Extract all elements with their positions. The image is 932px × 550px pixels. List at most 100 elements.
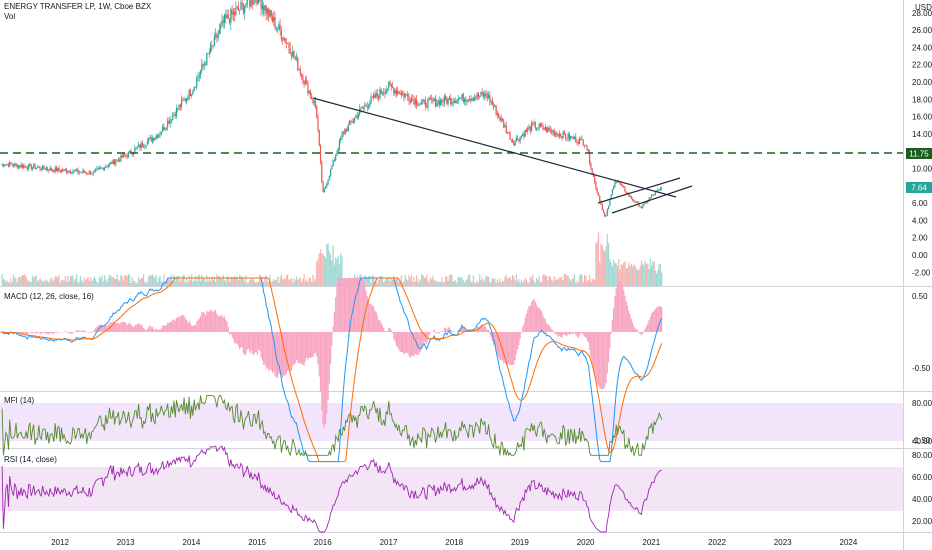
- macd-hist-bar: [350, 278, 352, 332]
- macd-hist-bar: [101, 324, 103, 332]
- volume-bar: [558, 277, 560, 286]
- macd-hist-bar: [534, 301, 536, 332]
- candle-body: [354, 117, 356, 121]
- macd-hist-bar: [391, 332, 394, 334]
- volume-bar: [528, 282, 530, 286]
- candle-body: [375, 93, 377, 99]
- candle-body: [522, 133, 524, 136]
- price-tick: 0.00: [912, 251, 928, 260]
- volume-bar: [273, 278, 275, 286]
- candle-body: [331, 166, 333, 170]
- volume-bar: [15, 278, 17, 286]
- macd-hist-bar: [494, 332, 496, 347]
- macd-hist-bar: [59, 332, 61, 333]
- volume-bar: [4, 279, 6, 286]
- macd-hist-bar: [359, 278, 361, 332]
- volume-bar: [485, 275, 487, 286]
- candle-body: [628, 193, 630, 197]
- candle-body: [45, 168, 47, 170]
- macd-hist-bar: [242, 332, 245, 354]
- volume-bar: [86, 278, 88, 286]
- volume-bar: [390, 277, 392, 286]
- volume-bar: [437, 280, 439, 286]
- volume-bar: [246, 282, 248, 286]
- volume-bar: [88, 280, 90, 286]
- candle-body: [452, 101, 454, 103]
- candle-body: [578, 138, 581, 144]
- volume-bar: [202, 277, 204, 286]
- candle-body: [505, 125, 507, 133]
- candle-body: [313, 101, 315, 103]
- macd-hist-bar: [52, 332, 54, 334]
- volume-bar: [184, 282, 186, 286]
- macd-hist-bar: [178, 315, 180, 332]
- volume-bar: [21, 274, 23, 286]
- macd-hist-bar: [223, 316, 226, 332]
- year-tick: 2016: [314, 538, 332, 547]
- candle-body: [23, 165, 25, 168]
- trendline[interactable]: [312, 97, 677, 198]
- volume-bar: [659, 264, 661, 286]
- macd-hist-bar: [221, 314, 223, 332]
- volume-bar: [196, 281, 198, 286]
- candle-body: [563, 131, 565, 135]
- candle-body: [632, 199, 634, 201]
- candle-body: [76, 169, 78, 171]
- candle-body: [203, 64, 205, 66]
- price-axis[interactable]: 30.0028.0026.0024.0022.0020.0018.0016.00…: [912, 0, 932, 526]
- candle-body: [12, 165, 15, 167]
- macd-hist-bar: [203, 312, 205, 332]
- macd-hist-bar: [260, 332, 262, 358]
- candle-body: [97, 168, 99, 169]
- volume-bar: [326, 244, 328, 286]
- macd-hist-bar: [300, 332, 303, 364]
- macd-hist-bar: [120, 322, 122, 332]
- candle-body: [254, 0, 256, 3]
- macd-hist-bar: [642, 332, 644, 334]
- year-tick: 2012: [51, 538, 69, 547]
- candle-body: [241, 2, 243, 4]
- candle-body: [499, 116, 501, 121]
- macd-hist-bar: [645, 326, 648, 332]
- macd-hist-bar: [578, 332, 581, 336]
- volume-bar: [159, 275, 161, 286]
- macd-hist-bar: [280, 332, 282, 377]
- candle-body: [309, 91, 312, 97]
- macd-hist-bar: [278, 332, 280, 374]
- candle-body: [29, 164, 31, 166]
- candle-body: [515, 138, 517, 142]
- candle-body: [474, 97, 476, 101]
- candle-body: [548, 127, 550, 131]
- volume-bar: [514, 280, 516, 286]
- candle-body: [562, 131, 564, 139]
- candle-body: [542, 125, 544, 130]
- volume-bar: [48, 282, 50, 286]
- volume-bar: [112, 276, 114, 286]
- macd-hist-bar: [139, 325, 141, 332]
- candle-body: [34, 164, 36, 169]
- channel-lower[interactable]: [611, 185, 693, 214]
- volume-bar: [20, 277, 22, 286]
- time-axis[interactable]: 2012 2013 2014 2015 2016 2017 2018 2019 2020 2021…: [51, 538, 858, 547]
- macd-hist-bar: [409, 332, 411, 358]
- candle-body: [333, 160, 336, 161]
- candle-body: [629, 195, 631, 197]
- macd-hist-bar: [129, 322, 131, 332]
- macd-hist-bar: [76, 329, 78, 332]
- macd-hist-bar: [288, 332, 290, 370]
- volume-bar: [245, 275, 247, 286]
- volume-bar: [409, 277, 411, 286]
- macd-hist-bar: [237, 332, 240, 347]
- candle-body: [165, 127, 167, 129]
- macd-hist-bar: [269, 332, 271, 369]
- candle-body: [279, 24, 281, 31]
- volume-bar: [490, 281, 492, 286]
- macd-hist-bar: [165, 325, 167, 332]
- volume-bar: [193, 280, 195, 286]
- candle-body: [289, 47, 291, 54]
- channel-upper[interactable]: [597, 177, 681, 204]
- macd-hist-bar: [638, 332, 640, 333]
- volume-bar: [455, 280, 457, 286]
- volume-bar: [164, 281, 166, 286]
